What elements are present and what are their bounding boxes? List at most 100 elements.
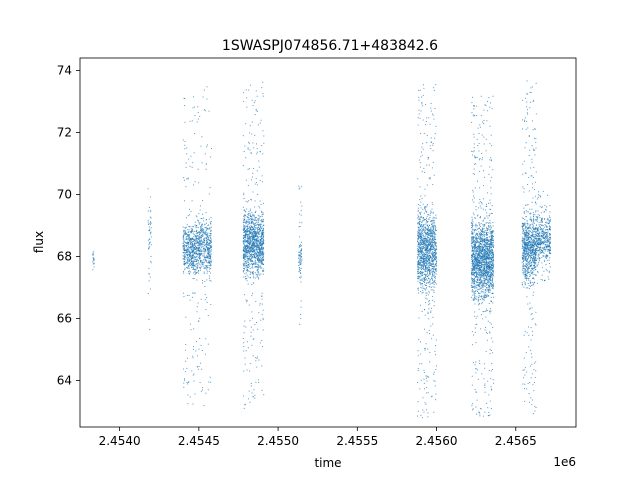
data-point (188, 225, 190, 227)
data-point (417, 234, 419, 236)
data-point (258, 256, 260, 258)
data-point (257, 270, 259, 272)
data-point (419, 262, 421, 264)
data-point (193, 240, 195, 242)
data-point (191, 240, 193, 242)
data-point (487, 256, 489, 258)
data-point (473, 246, 475, 248)
data-point (490, 273, 492, 275)
data-point (479, 243, 481, 245)
data-point (254, 114, 256, 116)
data-point (257, 238, 259, 240)
data-point (489, 278, 491, 280)
data-point (194, 106, 196, 108)
data-point (473, 264, 475, 266)
data-point (254, 259, 256, 261)
data-point (488, 292, 490, 294)
data-point (418, 263, 420, 265)
data-point (486, 261, 488, 263)
data-point (253, 236, 255, 238)
data-point (422, 105, 424, 107)
data-point (245, 233, 247, 235)
data-point (434, 133, 436, 135)
data-point (489, 262, 491, 264)
data-point (418, 243, 420, 245)
data-point (252, 242, 254, 244)
data-point (192, 258, 194, 259)
data-point (258, 245, 260, 247)
data-point (426, 259, 428, 261)
data-point (428, 255, 430, 257)
data-point (420, 215, 422, 217)
data-point (210, 381, 212, 383)
data-point (434, 269, 436, 271)
data-point (492, 240, 494, 241)
data-point (432, 114, 434, 116)
data-point (197, 263, 199, 265)
data-point (187, 251, 189, 253)
data-point (487, 110, 489, 112)
data-point (471, 344, 473, 346)
data-point (208, 254, 210, 256)
data-point (199, 222, 201, 224)
data-point (299, 254, 301, 256)
data-point (474, 246, 476, 248)
data-point (477, 288, 479, 290)
data-point (473, 297, 475, 299)
data-point (249, 253, 251, 255)
data-point (261, 247, 263, 249)
data-point (244, 235, 246, 237)
data-point (428, 300, 430, 302)
data-point (255, 110, 257, 112)
data-point (425, 217, 427, 219)
data-point (252, 231, 254, 233)
data-point (427, 158, 429, 160)
data-point (209, 235, 211, 237)
data-point (427, 234, 429, 236)
data-point (427, 221, 429, 223)
data-point (201, 218, 203, 220)
data-point (243, 150, 245, 152)
data-point (149, 242, 151, 244)
data-point (432, 275, 434, 277)
data-point (425, 256, 427, 258)
data-point (199, 205, 201, 207)
data-point (244, 253, 246, 255)
data-point (185, 252, 187, 254)
data-point (261, 181, 263, 183)
data-point (195, 235, 197, 237)
data-point (254, 234, 256, 236)
data-point (425, 302, 427, 304)
data-point (188, 260, 190, 262)
data-point (427, 230, 429, 232)
data-point (426, 236, 428, 238)
data-point (418, 236, 420, 238)
data-point (192, 357, 194, 359)
data-point (184, 269, 186, 271)
data-point (186, 224, 188, 226)
data-point (490, 273, 492, 275)
data-point (195, 236, 197, 238)
data-point (300, 186, 302, 188)
data-point (261, 235, 263, 237)
data-point (247, 234, 249, 236)
data-point (253, 282, 255, 284)
data-point (484, 249, 486, 251)
data-point (433, 255, 435, 257)
data-point (483, 245, 485, 247)
data-point (422, 262, 424, 264)
data-point (243, 243, 245, 245)
data-point (426, 387, 428, 389)
data-point (188, 381, 190, 383)
data-point (435, 339, 437, 341)
data-point (246, 244, 248, 246)
data-point (421, 223, 423, 225)
data-point (422, 265, 424, 267)
data-point (209, 250, 211, 252)
data-point (199, 317, 201, 319)
data-point (434, 217, 436, 219)
data-point (424, 230, 426, 232)
data-point (472, 151, 474, 153)
data-point (433, 241, 435, 243)
data-point (188, 241, 190, 243)
